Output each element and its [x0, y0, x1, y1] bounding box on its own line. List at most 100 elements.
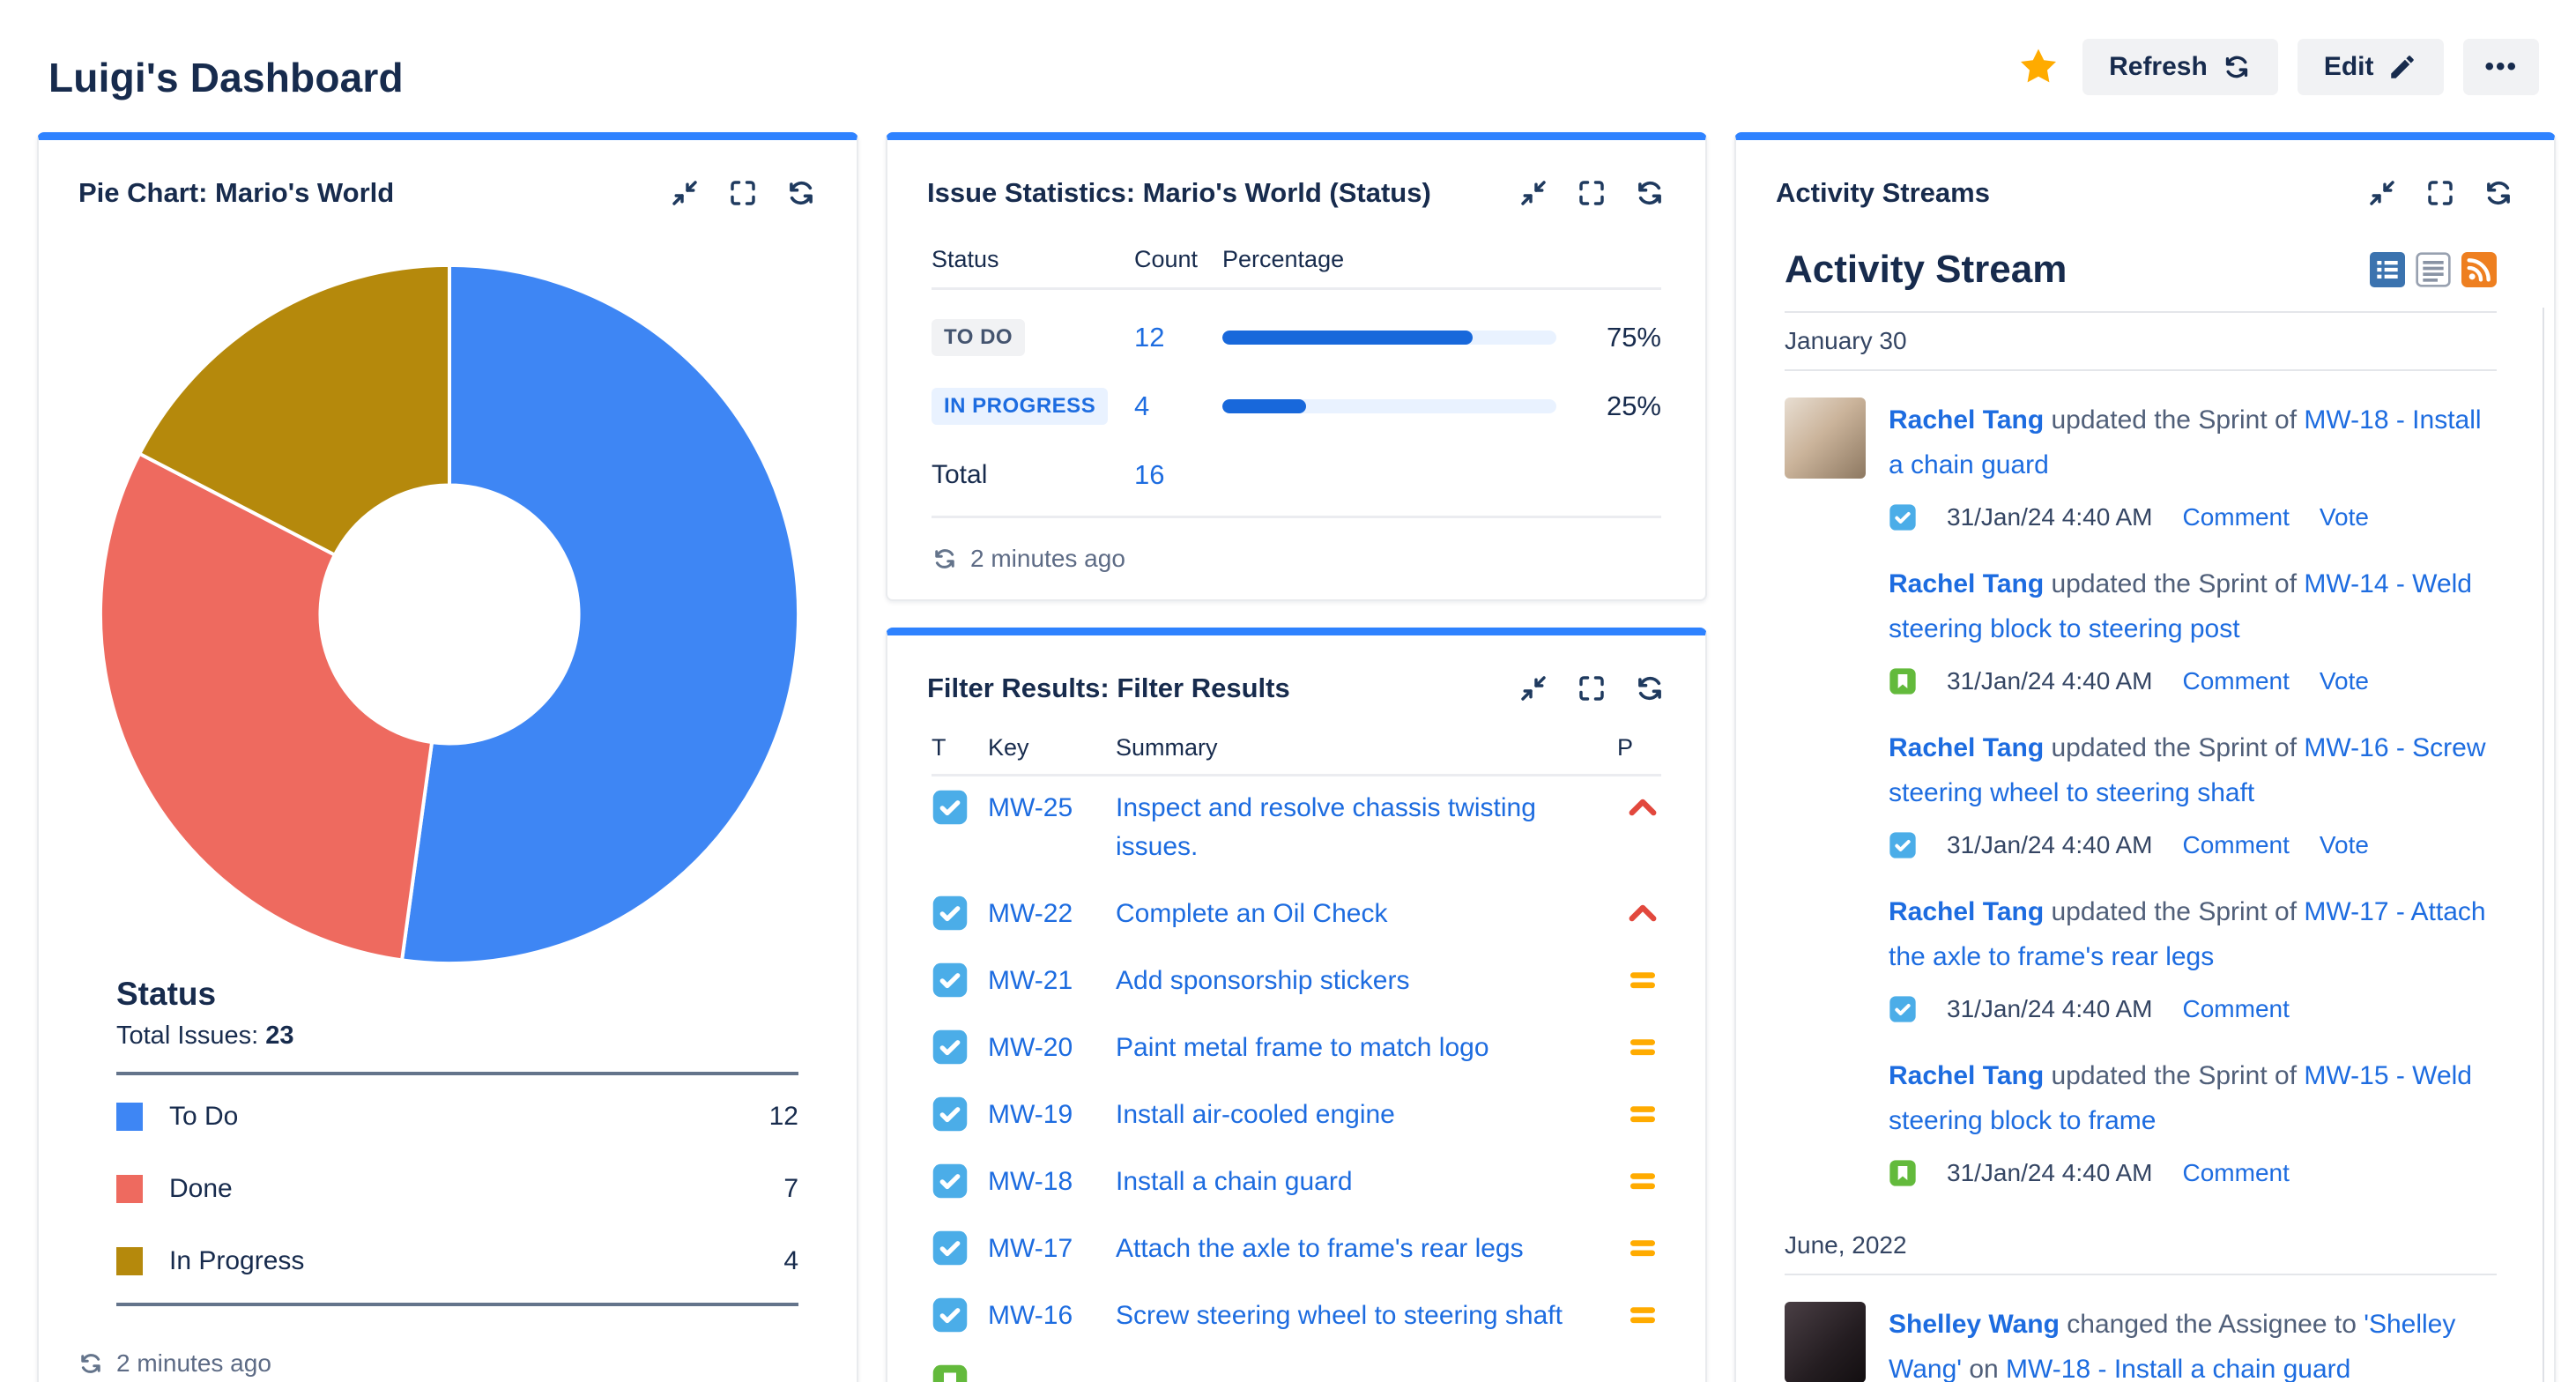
priority-medium-icon [1624, 1096, 1661, 1133]
assignee-link[interactable]: 'Shelley Wang' [1889, 1310, 2456, 1382]
issue-link[interactable]: MW-15 - Weld steering block to frame [1889, 1061, 2472, 1135]
avatar[interactable] [1785, 1302, 1866, 1382]
collapse-icon[interactable] [1518, 177, 1549, 209]
filter-table: T Key Summary P MW-25 Inspect and resolve… [887, 734, 1705, 1382]
issue-link[interactable]: MW-14 - Weld steering block to steering … [1889, 569, 2472, 643]
issue-summary-link[interactable]: Add sponsorship stickers [1116, 966, 1410, 995]
activity-date-group: June, 2022 [1785, 1217, 2497, 1275]
issue-key-link[interactable]: MW-17 [988, 1234, 1073, 1263]
comment-link[interactable]: Comment [2182, 667, 2290, 695]
activity-entry-meta: 31/Jan/24 4:40 AM Comment [1889, 995, 2497, 1023]
collapse-icon[interactable] [1518, 672, 1549, 704]
filter-results-gadget: Filter Results: Filter Results T Key Sum… [886, 628, 1707, 1382]
more-actions-button[interactable]: ••• [2463, 39, 2539, 95]
pie-slice-in-progress[interactable] [137, 263, 451, 558]
refresh-button[interactable]: Refresh [2082, 39, 2278, 95]
issue-summary-link[interactable]: Install a chain guard [1116, 1167, 1353, 1196]
pie-slice-to-do[interactable] [399, 263, 801, 966]
refresh-icon [2222, 52, 2252, 82]
fullscreen-icon[interactable] [1576, 177, 1607, 209]
task-icon [1889, 503, 1917, 531]
action-text: updated the Sprint of [2051, 733, 2298, 762]
activity-entry-meta: 31/Jan/24 4:40 AM Comment [1889, 1159, 2497, 1187]
issue-summary-link[interactable]: Inspect and resolve chassis twisting iss… [1116, 793, 1536, 861]
issue-key-link[interactable]: MW-22 [988, 899, 1073, 928]
stat-count-link[interactable]: 12 [1134, 322, 1165, 353]
activity-entry-text: Rachel Tang updated the Sprint of MW-15 … [1889, 1053, 2497, 1143]
issue-summary-link[interactable]: Screw steering wheel to steering shaft [1116, 1301, 1563, 1330]
stats-total-row: Total 16 [932, 459, 1661, 491]
issue-key-link[interactable]: MW-16 [988, 1301, 1073, 1330]
refresh-icon[interactable] [1634, 672, 1666, 704]
refresh-icon[interactable] [2483, 177, 2514, 209]
activity-entry-text: Shelley Wang changed the Assignee to 'Sh… [1889, 1302, 2497, 1382]
issue-link[interactable]: MW-17 - Attach the axle to frame's rear … [1889, 897, 2486, 971]
stats-gadget-title: Issue Statistics: Mario's World (Status) [927, 177, 1431, 208]
priority-medium-icon [1624, 1163, 1661, 1200]
vote-link[interactable]: Vote [2319, 831, 2369, 858]
comment-link[interactable]: Comment [2182, 995, 2290, 1022]
refresh-button-label: Refresh [2109, 52, 2208, 81]
activity-gadget-header: Activity Streams [1736, 140, 2554, 209]
last-refreshed-text: 2 minutes ago [116, 1349, 271, 1377]
actor-link[interactable]: Rachel Tang [1889, 405, 2045, 435]
stream-scrollbar-track[interactable] [2543, 308, 2544, 1382]
task-icon [932, 1096, 969, 1133]
issue-link[interactable]: MW-16 - Screw steering wheel to steering… [1889, 733, 2486, 807]
issue-key-link[interactable]: MW-20 [988, 1033, 1073, 1062]
activity-entry: Rachel Tang updated the Sprint of MW-17 … [1785, 889, 2497, 1023]
issue-summary-link[interactable]: Attach the axle to frame's rear legs [1116, 1234, 1524, 1263]
vote-link[interactable]: Vote [2319, 667, 2369, 695]
issue-key-link[interactable]: MW-19 [988, 1100, 1073, 1129]
issue-key-link[interactable]: MW-21 [988, 966, 1073, 995]
comment-link[interactable]: Comment [2182, 503, 2290, 531]
status-badge: TO DO [932, 319, 1026, 356]
fullscreen-icon[interactable] [2424, 177, 2456, 209]
vote-link[interactable]: Vote [2319, 503, 2369, 531]
issue-key-link[interactable]: MW-18 [988, 1167, 1073, 1196]
stat-count-link[interactable]: 4 [1134, 390, 1150, 421]
fullscreen-icon[interactable] [727, 177, 759, 209]
task-icon [932, 1029, 969, 1066]
actor-link[interactable]: Rachel Tang [1889, 569, 2045, 598]
refresh-icon[interactable] [785, 177, 817, 209]
actor-link[interactable]: Rachel Tang [1889, 733, 2045, 762]
actor-link[interactable]: Rachel Tang [1889, 897, 2045, 926]
rss-icon[interactable] [2461, 252, 2497, 287]
refresh-icon[interactable] [932, 546, 958, 572]
collapse-icon[interactable] [2366, 177, 2398, 209]
more-dots-icon: ••• [2484, 52, 2518, 81]
actor-link[interactable]: Shelley Wang [1889, 1310, 2060, 1339]
activity-gadget-title: Activity Streams [1776, 177, 1990, 208]
issue-link[interactable]: MW-18 - Install a chain guard [2006, 1355, 2351, 1382]
issue-summary-link[interactable]: Complete an Oil Check [1116, 899, 1388, 928]
list-view-icon[interactable] [2416, 252, 2451, 287]
comment-link[interactable]: Comment [2182, 831, 2290, 858]
edit-button[interactable]: Edit [2297, 39, 2445, 95]
table-row: MW-19 Install air-cooled engine [932, 1096, 1661, 1134]
issue-link[interactable]: MW-18 - Install a chain guard [1889, 405, 2482, 479]
issue-key-link[interactable]: MW-25 [988, 793, 1073, 822]
action-text: changed the Assignee to [2067, 1310, 2357, 1339]
stat-percent-value: 25% [1606, 390, 1661, 421]
refresh-icon[interactable] [1634, 177, 1666, 209]
timestamp: 31/Jan/24 4:40 AM [1947, 667, 2153, 695]
stats-gadget-controls [1518, 177, 1666, 209]
comment-link[interactable]: Comment [2182, 1159, 2290, 1186]
refresh-icon[interactable] [78, 1350, 104, 1377]
page-title: Luigi's Dashboard [48, 54, 404, 100]
actor-link[interactable]: Rachel Tang [1889, 1061, 2045, 1090]
stream-view-switcher [2370, 252, 2497, 287]
list-view-selected-icon[interactable] [2370, 252, 2405, 287]
avatar[interactable] [1785, 398, 1866, 479]
stats-total-value[interactable]: 16 [1134, 459, 1165, 490]
issue-summary-link[interactable]: Paint metal frame to match logo [1116, 1033, 1489, 1062]
table-row: MW-20 Paint metal frame to match logo [932, 1029, 1661, 1067]
fullscreen-icon[interactable] [1576, 672, 1607, 704]
issue-summary-link[interactable]: Install air-cooled engine [1116, 1100, 1395, 1129]
collapse-icon[interactable] [669, 177, 701, 209]
filter-divider [932, 774, 1661, 776]
favorite-star-icon[interactable] [2014, 42, 2063, 92]
pie-slice-done[interactable] [99, 451, 434, 962]
